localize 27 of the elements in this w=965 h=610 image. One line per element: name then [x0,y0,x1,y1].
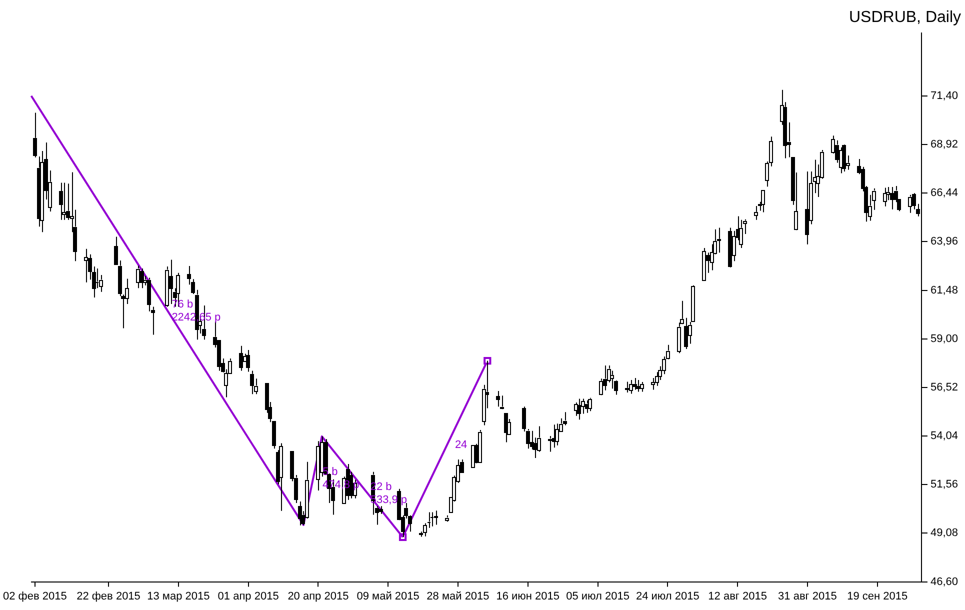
y-tick-label: 49,08 [930,527,958,540]
y-tick-label: 71,40 [930,90,958,102]
annotation: 24 [454,439,468,452]
x-tick-label: 20 апр 2015 [288,590,349,602]
y-tick-label: 68,92 [930,138,958,151]
x-tick-label: 28 май 2015 [426,590,490,602]
chart-title: USDRUB, Daily [848,9,961,26]
x-tick-label: 09 май 2015 [356,590,420,602]
y-tick-label: 46,60 [930,576,958,588]
x-tick-label: 22 фев 2015 [76,590,140,602]
x-tick-label: 24 июл 2015 [636,590,700,602]
x-tick-label: 13 мар 2015 [147,590,210,602]
x-tick-label: 31 авг 2015 [778,590,837,602]
y-tick-label: 56,52 [930,381,958,394]
y-tick-label: 54,04 [930,430,958,442]
x-tick-label: 05 июл 2015 [566,590,630,602]
x-tick-label: 01 апр 2015 [218,590,279,602]
y-tick-label: 63,96 [930,236,958,248]
x-tick-label: 02 фев 2015 [3,590,67,602]
annotation: 76 b [172,298,194,311]
y-tick-label: 51,56 [930,478,958,491]
x-tick-label: 12 авг 2015 [708,590,767,602]
y-tick-label: 59,00 [930,332,958,345]
y-tick-label: 66,44 [930,187,958,200]
y-tick-label: 61,48 [930,284,958,296]
x-tick-label: 19 сен 2015 [847,590,908,602]
x-tick-label: 16 июн 2015 [496,590,560,602]
